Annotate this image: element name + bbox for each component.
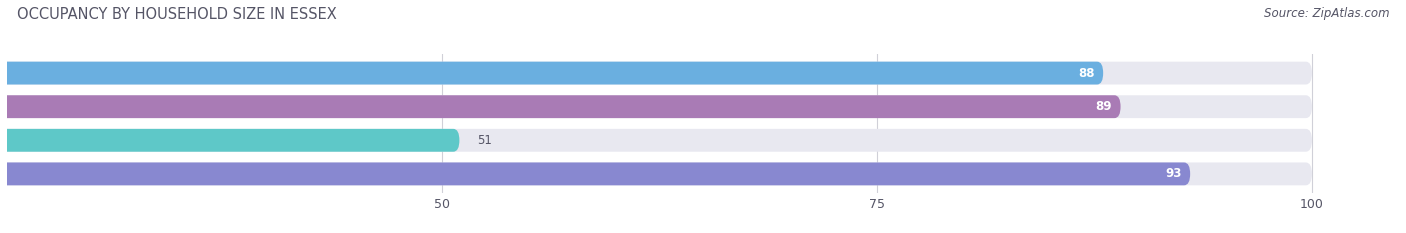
FancyBboxPatch shape xyxy=(0,129,460,152)
FancyBboxPatch shape xyxy=(0,62,1104,85)
FancyBboxPatch shape xyxy=(0,95,1312,118)
Text: Source: ZipAtlas.com: Source: ZipAtlas.com xyxy=(1264,7,1389,20)
Text: 89: 89 xyxy=(1095,100,1112,113)
FancyBboxPatch shape xyxy=(0,95,1121,118)
FancyBboxPatch shape xyxy=(0,162,1191,185)
Text: 88: 88 xyxy=(1078,67,1094,80)
Text: OCCUPANCY BY HOUSEHOLD SIZE IN ESSEX: OCCUPANCY BY HOUSEHOLD SIZE IN ESSEX xyxy=(17,7,336,22)
FancyBboxPatch shape xyxy=(0,129,1312,152)
FancyBboxPatch shape xyxy=(0,162,1312,185)
Text: 93: 93 xyxy=(1166,167,1181,180)
FancyBboxPatch shape xyxy=(0,62,1312,85)
Text: 51: 51 xyxy=(477,134,492,147)
